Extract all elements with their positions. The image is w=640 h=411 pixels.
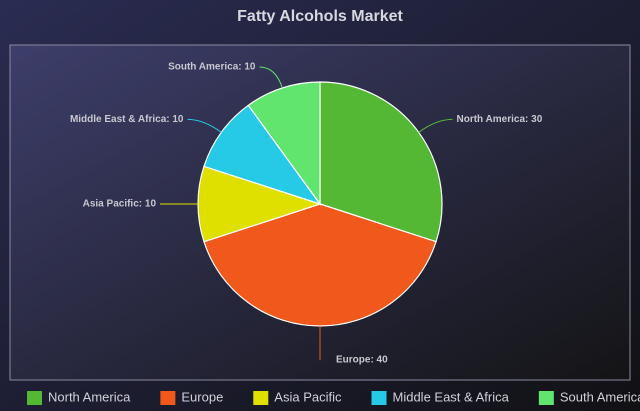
chart-title: Fatty Alcohols Market: [237, 8, 403, 25]
legend-label: Europe: [181, 389, 223, 404]
legend-swatch: [160, 391, 176, 405]
connector: [187, 118, 222, 133]
connector: [418, 118, 453, 133]
pie-slice: [247, 81, 321, 206]
legend-swatch: [253, 391, 269, 405]
legend-swatch: [371, 391, 387, 405]
pie-slice: [203, 104, 322, 206]
data-label: Asia Pacific: 10: [83, 199, 157, 210]
legend-label: Middle East & Africa: [393, 389, 510, 404]
legend-label: South America: [560, 389, 640, 404]
data-label: North America: 30: [456, 114, 542, 125]
legend-label: North America: [48, 389, 131, 404]
data-label: South America: 10: [168, 62, 256, 73]
legend-swatch: [538, 391, 554, 405]
connector: [259, 66, 283, 89]
data-label: Middle East & Africa: 10: [70, 114, 184, 125]
legend-swatch: [27, 391, 42, 405]
pie-slice: [319, 81, 443, 243]
pie-slice: [197, 165, 322, 243]
data-label: Europe: 40: [336, 355, 388, 366]
legend-label: Asia Pacific: [274, 389, 342, 404]
